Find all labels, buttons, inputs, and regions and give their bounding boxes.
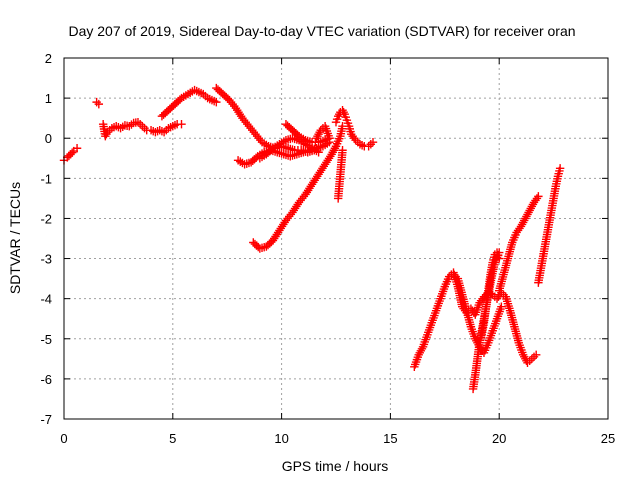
x-tick-label: 5 xyxy=(169,431,176,446)
data-point xyxy=(67,148,77,157)
x-tick-label: 25 xyxy=(601,431,615,446)
y-axis-label: SDTVAR / TECUs xyxy=(7,182,23,294)
data-point xyxy=(325,134,334,143)
data-point xyxy=(94,99,104,109)
data-point xyxy=(531,350,541,360)
x-tick-label: 15 xyxy=(383,431,397,446)
y-tick-label: 0 xyxy=(45,131,52,146)
y-tick-label: -1 xyxy=(40,171,52,186)
x-axis-label: GPS time / hours xyxy=(282,458,389,474)
y-tick-label: -6 xyxy=(40,372,52,387)
y-tick-label: 1 xyxy=(45,91,52,106)
data-point xyxy=(63,153,72,162)
data-point xyxy=(64,151,74,161)
data-point xyxy=(223,94,232,103)
data-point xyxy=(314,148,323,157)
x-tick-label: 20 xyxy=(492,431,506,446)
y-tick-label: -7 xyxy=(40,412,52,427)
data-point xyxy=(495,248,504,257)
y-tick-label: -3 xyxy=(40,252,52,267)
y-tick-label: -5 xyxy=(40,332,52,347)
data-point xyxy=(555,164,565,173)
data-point xyxy=(368,138,378,147)
y-tick-label: -4 xyxy=(40,292,52,307)
x-tick-label: 0 xyxy=(60,431,67,446)
data-point xyxy=(497,302,506,311)
x-tick-label: 10 xyxy=(274,431,288,446)
chart-title: Day 207 of 2019, Sidereal Day-to-day VTE… xyxy=(68,23,575,39)
data-point xyxy=(212,97,221,107)
data-points xyxy=(59,83,565,394)
axis-ticks: 0 5 10 15 20 25 -7 -6 -5 -4 -3 -2 -1 0 1 2 xyxy=(40,51,615,446)
data-point xyxy=(534,192,543,201)
data-point xyxy=(338,146,347,155)
plot-frame xyxy=(63,57,609,420)
data-point xyxy=(177,119,186,129)
y-tick-label: 2 xyxy=(45,51,52,66)
data-point xyxy=(66,150,75,159)
data-point xyxy=(72,144,82,153)
y-tick-label: -2 xyxy=(40,211,52,226)
